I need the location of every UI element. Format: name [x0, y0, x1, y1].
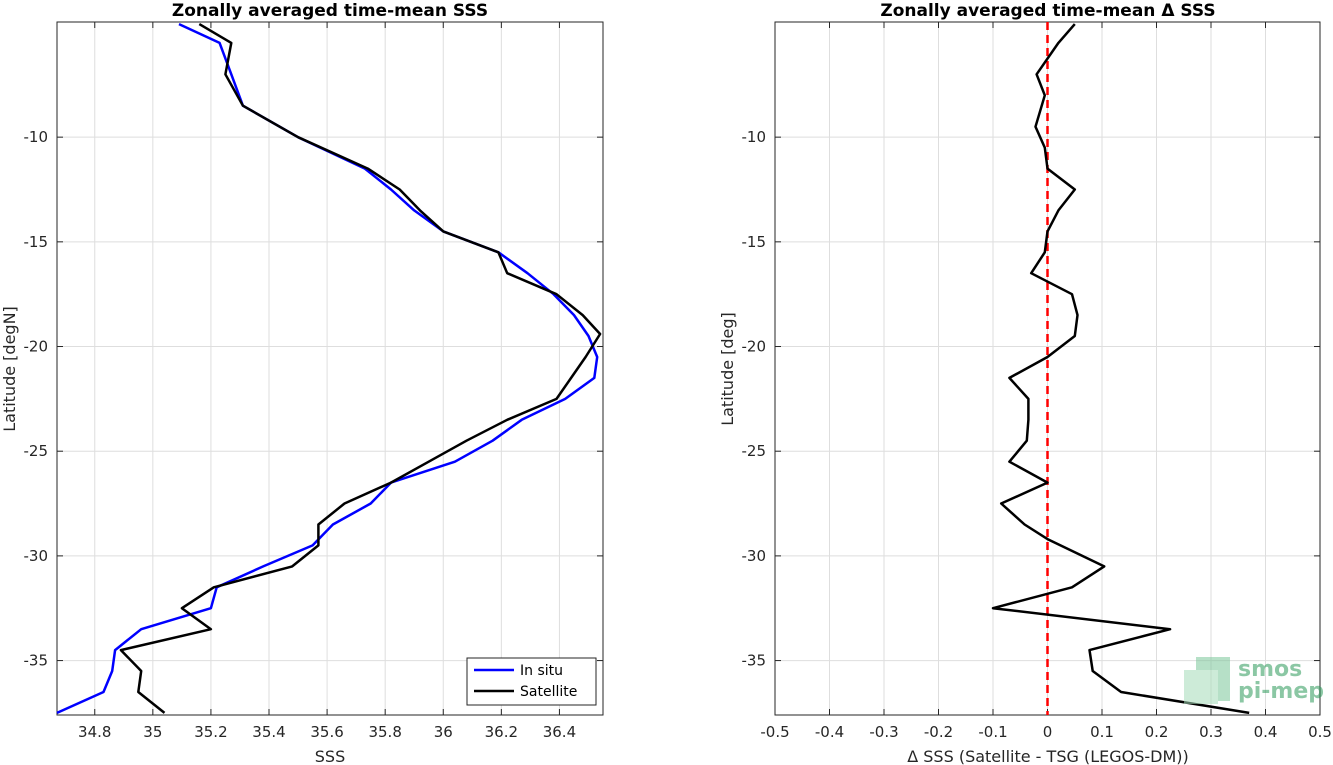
- right-x-axis-label: Δ SSS (Satellite - TSG (LEGOS-DM)): [907, 747, 1189, 765]
- left-y-axis-label: Latitude [degN]: [0, 306, 19, 432]
- logo-text-smos: smos: [1238, 657, 1302, 682]
- right-y-tick-label: -20: [742, 338, 767, 356]
- right-x-tick-label: 0.5: [1308, 723, 1332, 741]
- right-x-tick-label: -0.1: [978, 723, 1007, 741]
- left-chart-title: Zonally averaged time-mean SSS: [172, 1, 488, 21]
- left-x-tick-label: 36: [434, 723, 453, 741]
- right-y-tick-label: -10: [742, 128, 767, 146]
- left-axes-box: [56, 21, 604, 716]
- right-x-tick-label: 0.4: [1254, 723, 1278, 741]
- logo-text-pi-mep: pi-mep: [1238, 679, 1324, 704]
- right-lines: [991, 23, 1250, 715]
- left-grid: [57, 22, 603, 715]
- legend-label-in-situ: In situ: [520, 663, 563, 679]
- right-x-tick-label: 0.1: [1090, 723, 1114, 741]
- left-x-tick-label: 35: [143, 723, 162, 741]
- left-y-tick-label: -10: [24, 128, 49, 146]
- left-lines: [56, 22, 602, 715]
- left-y-tick-label: -25: [24, 442, 49, 460]
- logo-mark-front: [1184, 670, 1218, 704]
- left-y-tick-label: -20: [24, 338, 49, 356]
- right-y-tick-label: -25: [742, 442, 767, 460]
- right-y-tick-label: -35: [742, 652, 767, 670]
- legend-label-satellite: Satellite: [520, 684, 577, 700]
- right-x-tick-label: -0.2: [924, 723, 953, 741]
- left-x-tick-label: 34.8: [78, 723, 111, 741]
- legend-box: [466, 657, 597, 706]
- smos-pi-mep-logo: smos pi-mep: [1184, 657, 1324, 704]
- right-x-tick-label: 0: [1043, 723, 1053, 741]
- right-x-tick-label: -0.3: [869, 723, 898, 741]
- left-x-tick-label: 36.2: [485, 723, 518, 741]
- right-grid: [774, 22, 1321, 715]
- right-x-tick-label: -0.4: [815, 723, 844, 741]
- left-y-tick-label: -35: [24, 652, 49, 670]
- left-panel: 34.8 35 35.2 35.4 35.6 35.8 36 36.2 36.4 -10 -15 -2…: [0, 1, 604, 765]
- right-y-axis-label: Latitude [deg]: [718, 312, 737, 426]
- right-x-tick-label: 0.2: [1145, 723, 1169, 741]
- right-y-tick-label: -15: [742, 233, 767, 251]
- left-series-line-satellite: [119, 23, 602, 714]
- left-ticks: 34.8 35 35.2 35.4 35.6 35.8 36 36.2 36.4 -10 -15 -2…: [24, 22, 603, 741]
- left-x-tick-label: 35.8: [368, 723, 401, 741]
- right-chart-title: Zonally averaged time-mean Δ SSS: [880, 1, 1215, 21]
- left-x-tick-label: 36.4: [543, 723, 576, 741]
- left-y-tick-label: -30: [24, 547, 49, 565]
- left-x-axis-label: SSS: [315, 747, 345, 765]
- left-x-tick-label: 35.6: [310, 723, 343, 741]
- left-y-tick-label: -15: [24, 233, 49, 251]
- right-ticks: -0.5 -0.4 -0.3 -0.2 -0.1 0 0.1 0.2 0.3 0.4 0.5 -10 -…: [742, 22, 1332, 741]
- right-series-line-delta-sss: [991, 23, 1250, 715]
- left-x-tick-label: 35.4: [252, 723, 285, 741]
- left-series-line-in-situ: [56, 22, 599, 715]
- right-x-tick-label: 0.3: [1199, 723, 1223, 741]
- right-panel: -0.5 -0.4 -0.3 -0.2 -0.1 0 0.1 0.2 0.3 0.4 0.5 -10 -…: [718, 1, 1332, 765]
- right-y-tick-label: -30: [742, 547, 767, 565]
- right-x-tick-label: -0.5: [760, 723, 789, 741]
- left-x-tick-label: 35.2: [194, 723, 227, 741]
- legend: In situ Satellite: [466, 657, 597, 706]
